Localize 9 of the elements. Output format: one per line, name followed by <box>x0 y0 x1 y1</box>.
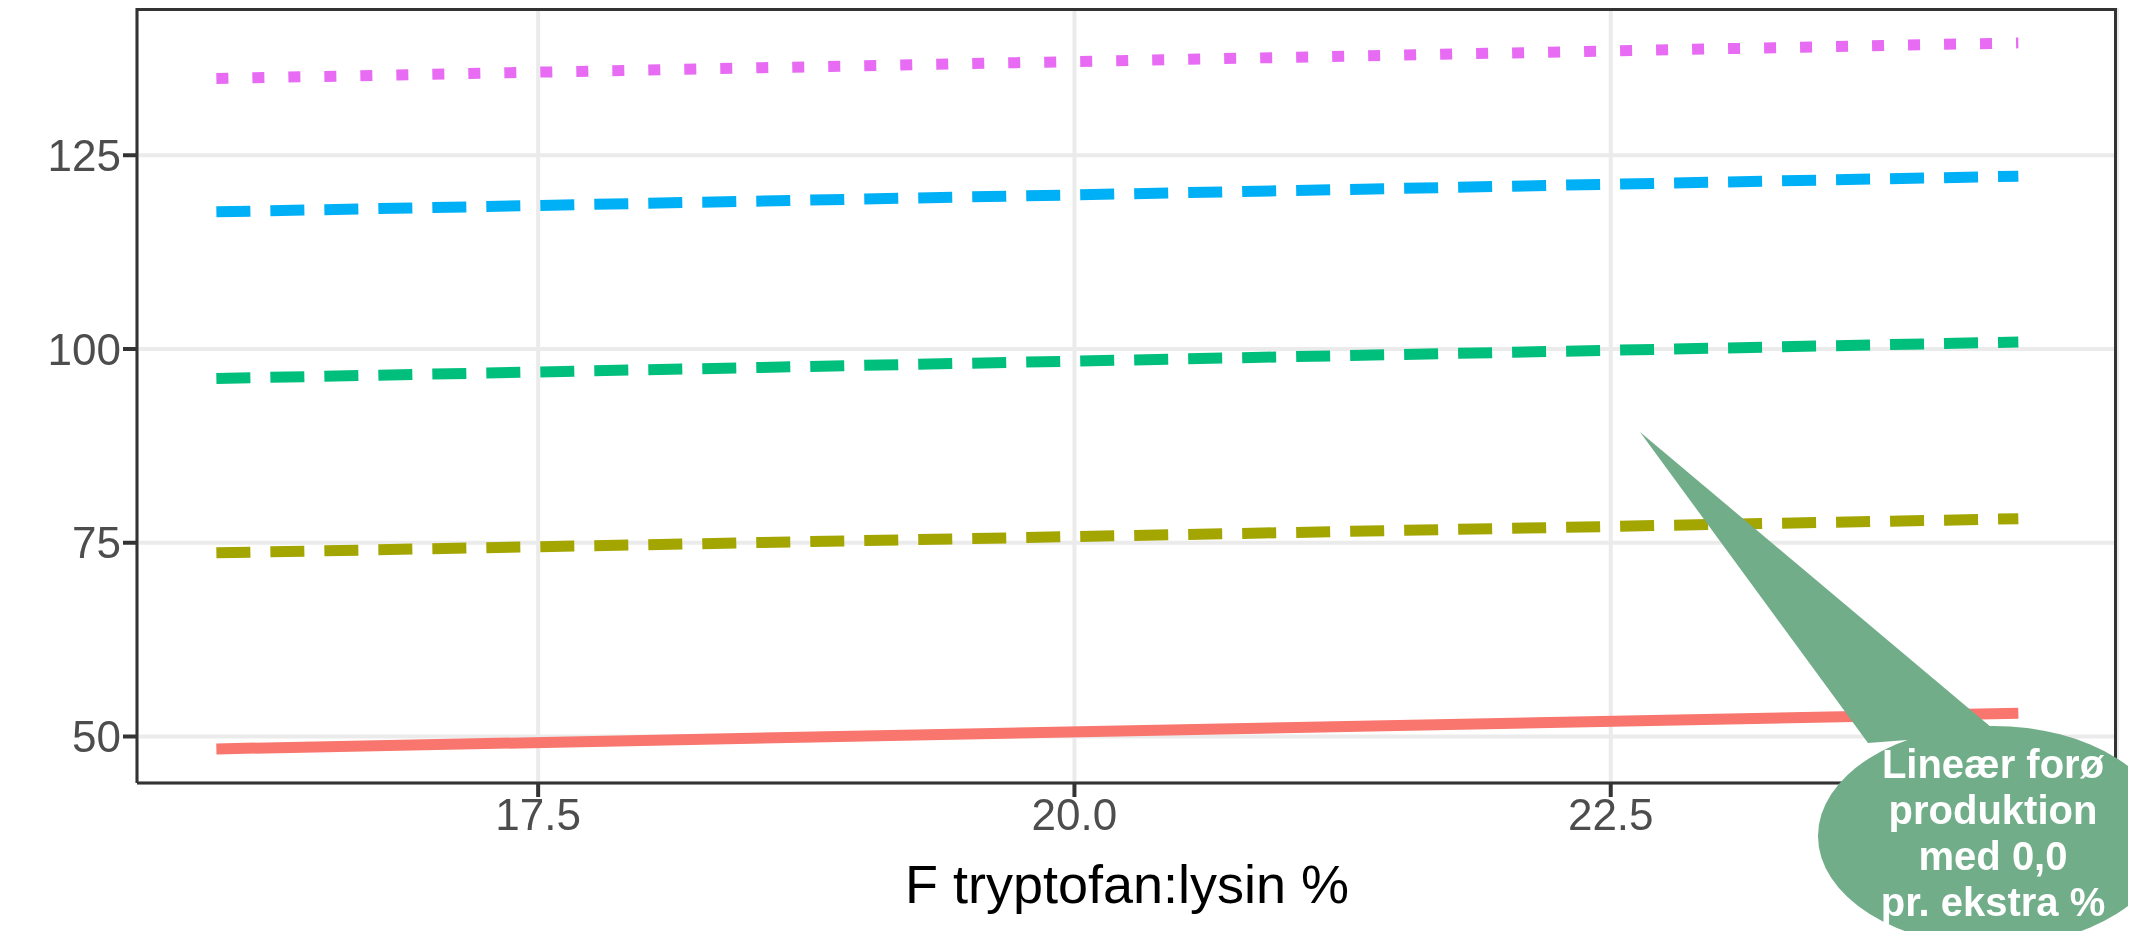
x-tick-label: 20.0 <box>1031 790 1118 840</box>
annotation: Lineær forø produktion med 0,0 pr. ekstra % <box>1880 742 2106 924</box>
y-tick-label: 100 <box>47 324 121 374</box>
y-tick-label: 75 <box>72 518 121 568</box>
x-tick-label: 22.5 <box>1567 790 1654 840</box>
y-tick-label: 50 <box>72 712 121 762</box>
x-axis-title: F tryptofan:lysin % <box>904 854 1350 914</box>
y-tick-label: 125 <box>47 130 121 180</box>
x-tick-label: 17.5 <box>495 790 581 840</box>
